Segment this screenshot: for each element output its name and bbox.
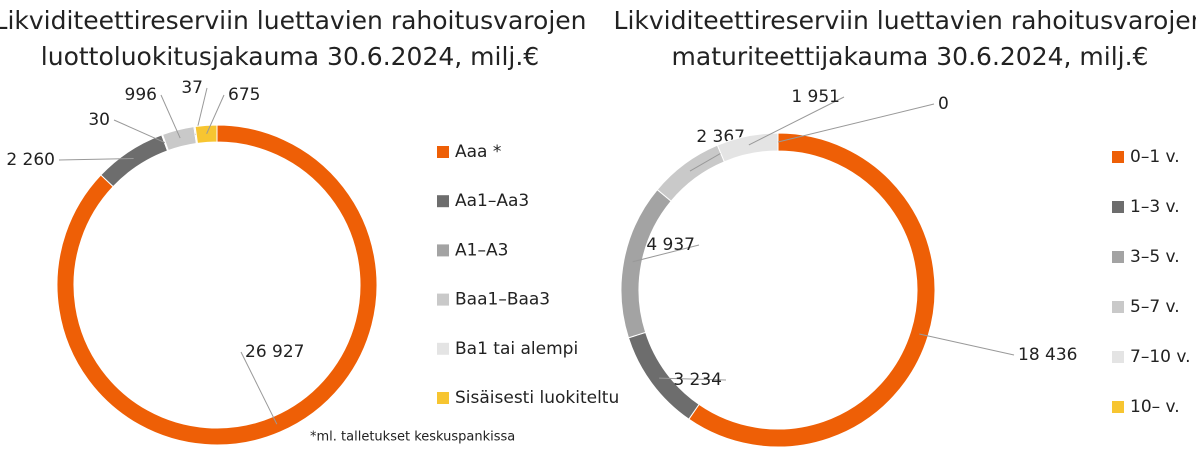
leader-line xyxy=(659,377,727,381)
legend-swatch xyxy=(437,146,449,158)
legend-label: 10– v. xyxy=(1130,397,1180,417)
legend-swatch xyxy=(437,342,449,355)
leader-line xyxy=(632,244,700,263)
legend-label: Sisäisesti luokiteltu xyxy=(455,388,619,408)
donut-segment xyxy=(56,124,378,446)
legend-swatch xyxy=(1112,301,1124,313)
legend-label: Aaa * xyxy=(455,142,501,162)
leader-line xyxy=(160,94,181,139)
data-label: 18 436 xyxy=(1018,345,1077,365)
chart-title: luottoluokitusjakauma 30.6.2024, milj.€ xyxy=(41,42,539,71)
legend-swatch xyxy=(437,244,449,257)
donut-segment xyxy=(688,132,936,448)
donut-segment xyxy=(100,134,169,188)
leader-line xyxy=(240,351,278,425)
legend-swatch xyxy=(1112,151,1124,163)
data-label: 1 951 xyxy=(791,87,840,107)
leader-line xyxy=(777,103,935,143)
legend-label: Ba1 tai alempi xyxy=(455,339,578,359)
data-label: 26 927 xyxy=(245,342,304,362)
chart-title: Likviditeettireserviin luettavien rahoit… xyxy=(0,6,586,35)
data-label: 675 xyxy=(228,85,260,105)
donut-segment xyxy=(620,188,672,339)
donut-segment xyxy=(194,124,218,144)
legend-swatch xyxy=(437,195,449,208)
legend-label: 1–3 v. xyxy=(1130,197,1180,217)
legend-label: Aa1–Aa3 xyxy=(455,191,529,211)
data-label: 2 260 xyxy=(6,150,55,170)
annotation: *ml. talletukset keskuspankissa xyxy=(310,430,515,445)
donut-segment xyxy=(161,126,197,152)
legend-swatch xyxy=(437,392,449,404)
data-label: 0 xyxy=(938,94,949,114)
legend-label: A1–A3 xyxy=(455,240,508,260)
leader-line xyxy=(206,94,225,135)
legend-swatch xyxy=(1112,251,1124,263)
leader-line xyxy=(113,119,166,144)
legend-label: 7–10 v. xyxy=(1130,347,1191,367)
data-label: 37 xyxy=(181,78,203,98)
legend-label: 3–5 v. xyxy=(1130,247,1180,267)
donut-segment xyxy=(656,144,725,202)
leader-line xyxy=(748,96,845,146)
legend-swatch xyxy=(1112,201,1124,213)
leader-line xyxy=(919,333,1015,356)
data-label: 3 234 xyxy=(673,370,722,390)
legend-label: 0–1 v. xyxy=(1130,147,1180,167)
leader-line xyxy=(58,158,134,161)
data-label: 996 xyxy=(125,85,157,105)
legend-swatch xyxy=(437,293,449,306)
legend-swatch xyxy=(1112,401,1124,413)
chart-title: maturiteettijakauma 30.6.2024, milj.€ xyxy=(672,42,1149,71)
donut-segment xyxy=(716,132,779,163)
chart-title: Likviditeettireserviin luettavien rahoit… xyxy=(614,6,1196,35)
legend-swatch xyxy=(1112,351,1124,363)
data-label: 30 xyxy=(88,110,110,130)
legend-label: Baa1–Baa3 xyxy=(455,290,550,310)
legend-label: 5–7 v. xyxy=(1130,297,1180,317)
data-label: 4 937 xyxy=(646,235,695,255)
